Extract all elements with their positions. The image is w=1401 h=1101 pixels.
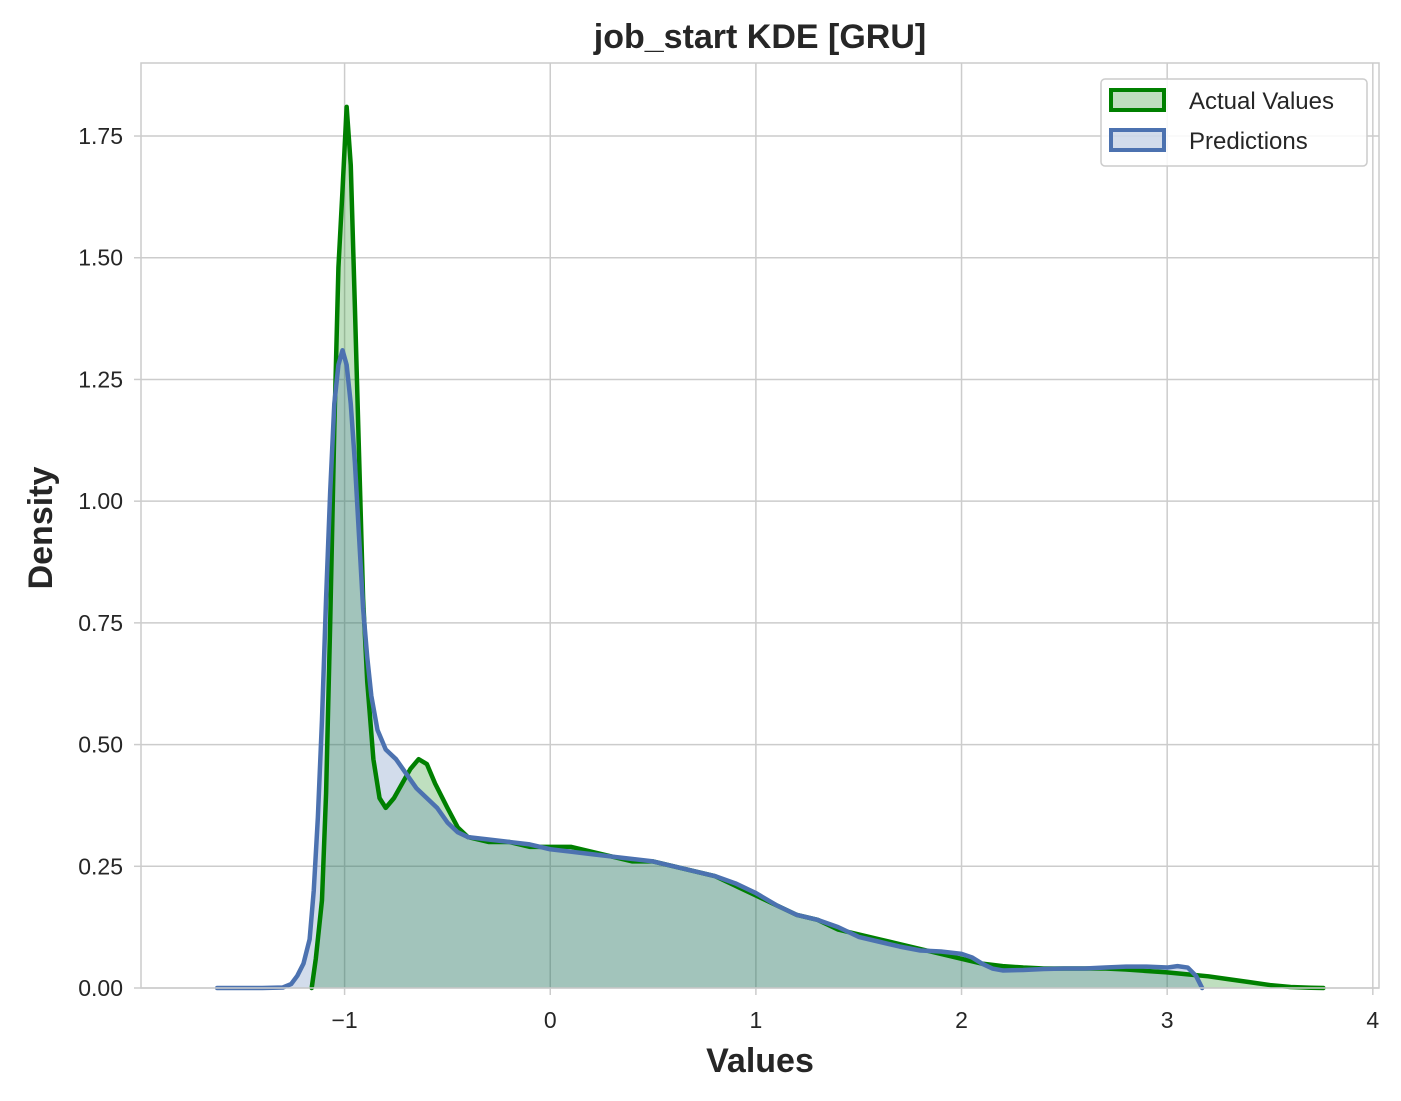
y-tick-label: 0.50 <box>78 732 123 758</box>
legend-swatch-predictions <box>1109 128 1166 152</box>
y-axis: 0.00 0.25 0.50 0.75 1.00 1.25 1.50 1.75 <box>78 123 141 1001</box>
y-tick-label: 1.50 <box>78 245 123 271</box>
plot-area <box>141 63 1379 988</box>
legend-swatch-actual-values <box>1109 88 1166 112</box>
legend-label-predictions: Predictions <box>1189 128 1308 155</box>
legend: Actual Values Predictions <box>1100 78 1368 167</box>
y-tick-label: 0.00 <box>78 975 123 1001</box>
kde-line-predictions <box>214 347 1205 991</box>
x-axis: −1 0 1 2 3 4 <box>331 988 1379 1033</box>
x-tick-label: 4 <box>1366 1007 1379 1033</box>
y-tick-label: 1.00 <box>78 488 123 514</box>
kde-area-predictions <box>217 350 1203 989</box>
kde-area-actual-values <box>311 106 1324 988</box>
legend-label-actual-values: Actual Values <box>1189 88 1334 115</box>
y-tick-label: 1.75 <box>78 123 123 149</box>
y-tick-label: 1.25 <box>78 366 123 392</box>
y-axis-label: Density <box>22 467 60 590</box>
x-axis-label: Values <box>706 1042 814 1080</box>
y-tick-label: 0.75 <box>78 610 123 636</box>
legend-frame <box>1100 78 1368 167</box>
chart-title: job_start KDE [GRU] <box>593 18 926 56</box>
x-tick-label: −1 <box>331 1007 357 1033</box>
x-tick-label: 0 <box>544 1007 557 1033</box>
x-tick-label: 2 <box>955 1007 968 1033</box>
series-layer <box>214 104 1326 991</box>
plot-frame <box>140 62 1380 989</box>
x-tick-label: 1 <box>749 1007 762 1033</box>
x-tick-label: 3 <box>1161 1007 1174 1033</box>
y-tick-label: 0.25 <box>78 853 123 879</box>
